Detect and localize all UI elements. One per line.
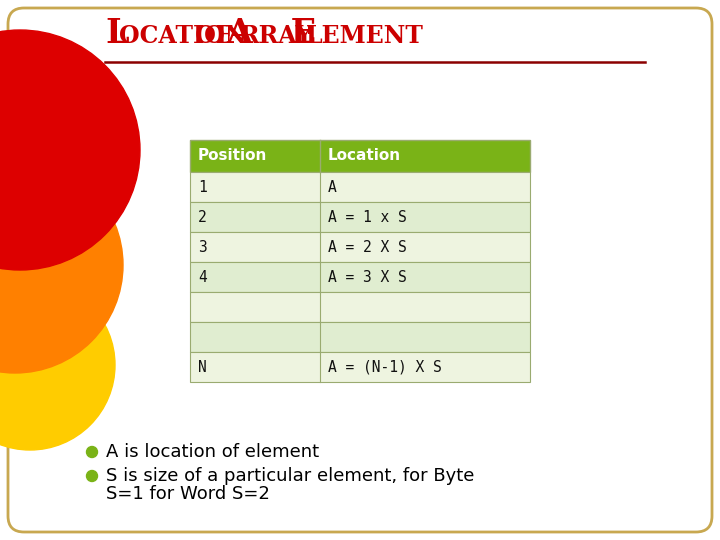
Text: OCATION: OCATION [119,24,246,48]
Text: 1: 1 [198,179,207,194]
FancyBboxPatch shape [8,8,712,532]
Circle shape [86,447,97,457]
Text: A = 2 X S: A = 2 X S [328,240,407,254]
Text: A = 1 x S: A = 1 x S [328,210,407,225]
Text: E: E [279,17,316,50]
Bar [190,202,530,232]
Bar [190,352,530,382]
Text: Location: Location [328,148,401,164]
Bar [190,172,530,202]
Text: 2: 2 [198,210,207,225]
Bar [190,232,530,262]
Text: LEMENT: LEMENT [306,24,424,48]
Text: RRAY: RRAY [240,24,313,48]
Text: S is size of a particular element, for Byte: S is size of a particular element, for B… [106,467,474,485]
Bar [190,262,530,292]
Text: N: N [198,360,207,375]
Bar [190,322,530,352]
Bar [190,140,530,172]
Text: A = 3 X S: A = 3 X S [328,269,407,285]
Text: A: A [226,17,252,50]
Circle shape [0,30,140,270]
Circle shape [0,280,115,450]
Text: 4: 4 [198,269,207,285]
Text: L: L [105,17,129,50]
Text: A = (N-1) X S: A = (N-1) X S [328,360,442,375]
Text: OF: OF [187,24,241,48]
Text: A is location of element: A is location of element [106,443,319,461]
Circle shape [86,470,97,482]
Bar [190,292,530,322]
Text: Position: Position [198,148,267,164]
Text: A: A [328,179,337,194]
Text: 3: 3 [198,240,207,254]
Circle shape [0,157,123,373]
Text: S=1 for Word S=2: S=1 for Word S=2 [106,485,270,503]
